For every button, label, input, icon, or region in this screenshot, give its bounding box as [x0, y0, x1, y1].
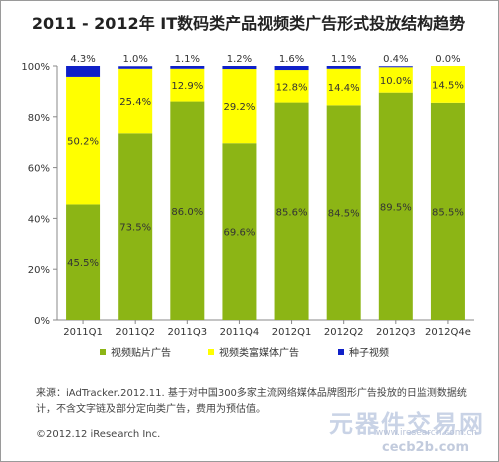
data-label: 1.6% [279, 54, 304, 65]
bar-segment [326, 105, 361, 321]
y-tick-label: 0% [34, 316, 50, 327]
data-label: 0.4% [383, 54, 408, 65]
bar-segment [274, 66, 309, 71]
source-line-1: 来源：iAdTracker.2012.11. 基于对中国300多家主流网络媒体品… [36, 388, 467, 399]
bar-segment [66, 66, 101, 77]
data-label: 84.5% [328, 209, 360, 220]
watermark-url-1: www.iresearch.com.cn [375, 428, 477, 438]
data-label: 1.0% [122, 54, 147, 65]
bar-segment [222, 143, 257, 320]
data-label: 1.2% [227, 54, 252, 65]
data-label: 89.5% [380, 202, 412, 213]
legend-entry: 视频类富媒体广告 [219, 346, 299, 359]
data-label: 69.6% [224, 228, 256, 239]
bar-segment [66, 204, 101, 320]
data-label: 4.3% [70, 54, 95, 65]
legend-entry: 视频贴片广告 [111, 346, 171, 359]
legend-swatch [100, 349, 106, 355]
copyright: ©2012.12 iResearch Inc. [36, 429, 161, 440]
bar-segment [430, 102, 465, 320]
x-tick-label: 2012Q2 [324, 327, 364, 338]
x-tick-label: 2012Q3 [376, 327, 416, 338]
y-tick-label: 20% [28, 265, 50, 276]
bar-segment [378, 67, 413, 93]
y-tick-label: 80% [28, 113, 50, 124]
data-label: 12.9% [171, 81, 203, 92]
bar-segment [170, 101, 205, 320]
data-label: 12.8% [276, 82, 308, 93]
x-tick-label: 2011Q2 [115, 327, 155, 338]
data-label: 50.2% [67, 137, 99, 148]
legend-swatch [338, 349, 344, 355]
y-tick-label: 100% [21, 62, 50, 73]
data-label: 1.1% [175, 54, 200, 65]
data-label: 73.5% [119, 223, 151, 234]
bar-segment [222, 69, 257, 144]
data-label: 14.4% [328, 83, 360, 94]
data-label: 85.5% [432, 207, 464, 218]
bar-segment [326, 66, 361, 69]
bar-segment [66, 76, 101, 205]
data-label: 1.1% [331, 54, 356, 65]
data-label: 10.0% [380, 76, 412, 87]
watermark-url-2: cecb2b.com [381, 440, 469, 455]
source-line-2: 计，不含文字链及部分定向类广告，费用为预估值。 [36, 404, 266, 415]
y-tick-label: 60% [28, 164, 50, 175]
data-label: 25.4% [119, 97, 151, 108]
x-tick-label: 2011Q4 [220, 327, 260, 338]
bar-segment [118, 66, 153, 69]
legend-entry: 种子视频 [349, 346, 389, 359]
bar-segment [274, 102, 309, 321]
bar-segment [222, 66, 257, 70]
x-tick-label: 2012Q1 [272, 327, 312, 338]
bar-segment [118, 133, 153, 320]
x-tick-label: 2012Q4e [425, 327, 471, 338]
bar-segment [430, 66, 465, 103]
data-label: 14.5% [432, 80, 464, 91]
x-tick-label: 2011Q3 [167, 327, 207, 338]
bar-segment [378, 66, 413, 68]
source-note: 来源：iAdTracker.2012.11. 基于对中国300多家主流网络媒体品… [36, 386, 476, 418]
data-label: 0.0% [435, 54, 460, 65]
bar-segment [118, 68, 153, 134]
y-tick-label: 40% [28, 214, 50, 225]
legend-swatch [208, 349, 214, 355]
bar-segment [326, 68, 361, 106]
bar-segment [274, 70, 309, 103]
data-label: 85.6% [276, 207, 308, 218]
bar-segment [170, 66, 205, 69]
bar-segment [378, 92, 413, 320]
bar-segment [170, 68, 205, 102]
watermark-logo-text: 元器件交易网 [329, 410, 485, 438]
data-label: 29.2% [224, 102, 256, 113]
data-label: 45.5% [67, 258, 99, 269]
chart-title: 2011 - 2012年 IT数码类产品视频类广告形式投放结构趋势 [31, 14, 466, 33]
x-tick-label: 2011Q1 [63, 327, 103, 338]
data-label: 86.0% [171, 207, 203, 218]
